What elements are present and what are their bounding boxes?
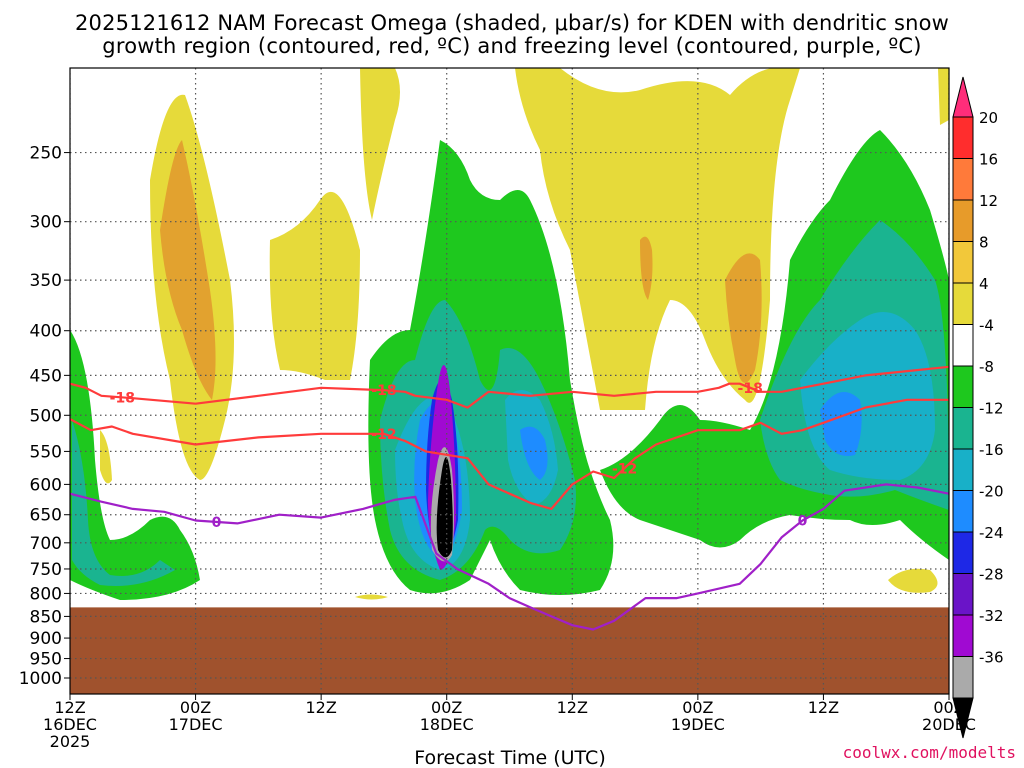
x-tick-label: 19DEC [671,715,725,734]
ground-below-surface [70,607,949,694]
x-tick-label: 12Z [557,698,588,717]
y-tick-label: 450 [30,366,62,386]
omega-region-negative [436,457,453,558]
omega-region-negative [70,330,200,600]
y-tick-label: 300 [30,213,62,233]
y-tick-label: 400 [30,322,62,342]
y-tick-label: 850 [30,607,62,627]
contour-label: 0 [212,515,222,531]
y-tick-label: 550 [30,442,62,462]
contour-label: 0 [798,514,808,530]
y-tick-label: 350 [30,271,62,291]
x-tick-label: 00Z [180,698,211,717]
x-tick-label: 17DEC [169,715,223,734]
omega-region-negative [520,426,548,480]
y-tick-label: 500 [30,406,62,426]
omega-region-positive [100,430,112,484]
y-tick-label: 1000 [19,669,62,689]
y-tick-label: 700 [30,534,62,554]
colorbar-label: 16 [979,151,998,169]
colorbar-label: 4 [979,275,989,293]
x-tick-label: 2025 [50,732,91,751]
plot-area: -18 -18 -18 -12 -12 0 0 [70,68,949,694]
site-credit: coolwx.com/modelts [842,743,1016,762]
colorbar-segment [952,282,974,325]
contour-label: -18 [738,381,763,397]
x-tick-label: 12Z [808,698,839,717]
colorbar-legend: 20 16 12 8 4 -4 -8 -12 -16 -20 -24 -28 -32 -36 [952,76,1004,739]
chart-title-line-2: growth region (contoured, red, ºC) and f… [102,34,922,58]
omega-region-positive [515,68,800,410]
x-tick-label: 12Z [305,698,336,717]
omega-region-positive [160,140,216,400]
colorbar-segment [952,324,974,367]
colorbar-label: 8 [979,234,989,252]
y-tick-label: 750 [30,560,62,580]
omega-region-positive [725,253,762,383]
contour-label: -18 [371,383,396,399]
colorbar-label: -20 [979,483,1004,501]
colorbar-label: 20 [979,109,998,127]
x-tick-label: 18DEC [420,715,474,734]
colorbar-bottom-arrow [952,697,974,739]
x-tick-label: 00Z [682,698,713,717]
x-axis-label: Forecast Time (UTC) [414,747,605,768]
colorbar-segment [952,241,974,284]
omega-region-positive [269,191,360,380]
colorbar-top-arrow [952,76,974,118]
dgz-contour-minus18 [70,365,949,409]
omega-shading [70,68,949,600]
contour-lines: -18 -18 -18 -12 -12 0 0 [70,365,949,631]
dgz-contour-minus12 [70,398,949,510]
omega-region-positive [938,68,949,125]
omega-region-positive [640,236,653,300]
y-tick-label: 600 [30,475,62,495]
plot-frame [69,67,950,695]
colorbar-label: -28 [979,566,1004,584]
y-tick-label: 950 [30,650,62,670]
colorbar-segment [952,407,974,450]
colorbar-label: 12 [979,192,998,210]
y-axis: 2503003504004505005506006507007508008509… [19,144,70,689]
contour-label: -12 [612,461,637,477]
omega-region-negative [72,420,175,586]
colorbar-label: -16 [979,441,1004,459]
x-tick-label: 00Z [431,698,462,717]
y-tick-label: 650 [30,506,62,526]
chart-title-line-1: 2025121612 NAM Forecast Omega (shaded, μ… [74,11,950,35]
colorbar-segment [952,656,974,699]
x-tick-label: 12Z [54,698,85,717]
colorbar-label: -8 [979,358,994,376]
colorbar-segment [952,573,974,616]
colorbar-segment [952,531,974,574]
colorbar-segment [952,614,974,657]
x-tick-label: 16DEC [43,715,97,734]
y-tick-label: 800 [30,584,62,604]
y-tick-label: 900 [30,629,62,649]
freezing-level-contour [70,483,949,631]
colorbar-segment [952,199,974,242]
contour-label: -18 [110,390,135,406]
contour-label: -12 [371,427,396,443]
colorbar-segment [952,158,974,201]
colorbar-label: -36 [979,649,1004,667]
y-tick-label: 250 [30,144,62,164]
colorbar-segment [952,116,974,159]
omega-region-positive [360,68,400,220]
colorbar-label: -24 [979,524,1004,542]
colorbar-label: -12 [979,400,1004,418]
colorbar-segment [952,448,974,491]
colorbar-segment [952,365,974,408]
colorbar-label: -4 [979,317,994,335]
colorbar-segment [952,490,974,533]
omega-region-positive [888,568,938,593]
colorbar-label: -32 [979,607,1004,625]
omega-region-positive [355,594,388,600]
omega-region-negative [820,392,862,456]
